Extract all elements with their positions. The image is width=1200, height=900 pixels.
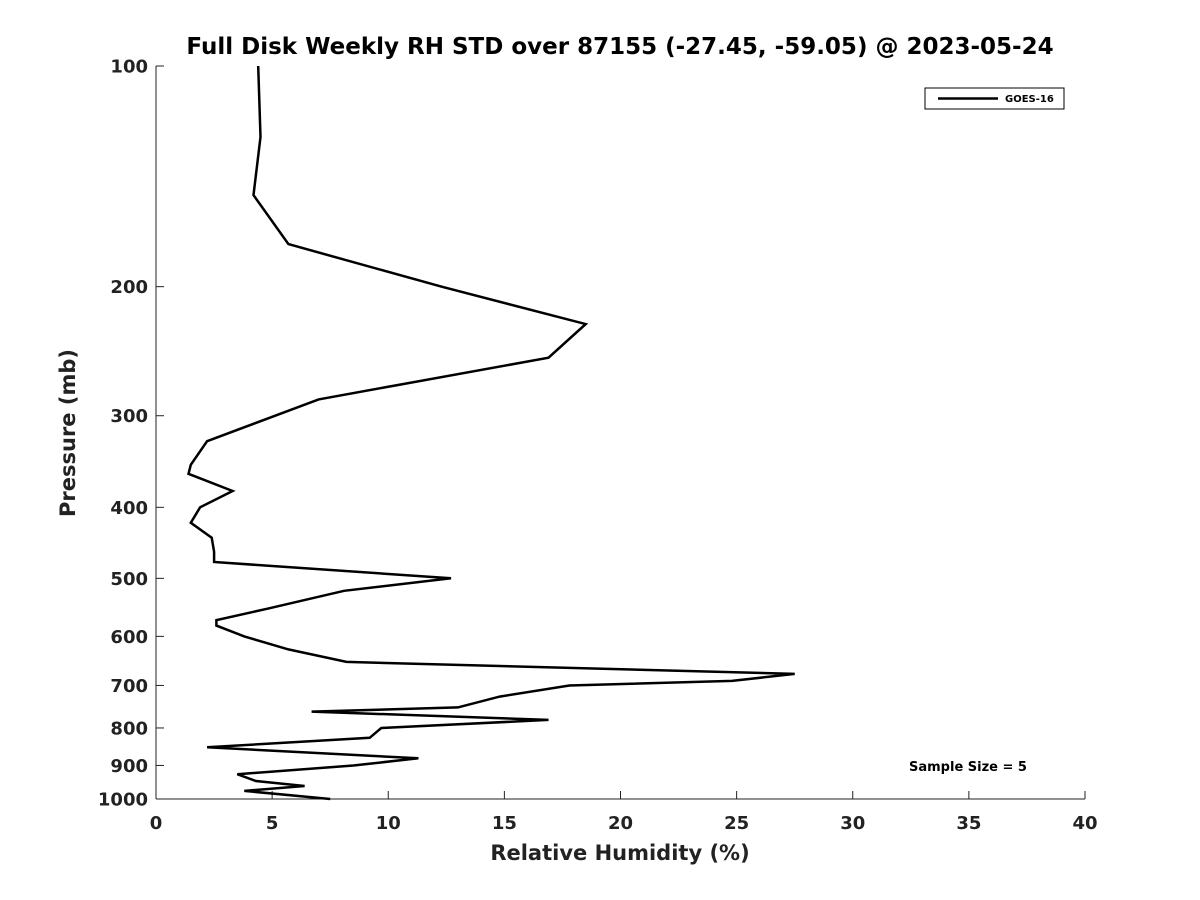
x-tick-label: 20	[608, 813, 633, 834]
x-tick-label: 0	[150, 813, 163, 834]
y-axis-ticks: 100 200 300 400 500 600 700 800 900 1000	[98, 57, 164, 811]
legend-label-goes16: GOES-16	[1005, 94, 1054, 105]
y-tick-label: 900	[110, 756, 148, 777]
y-tick-label: 100	[110, 57, 148, 78]
x-tick-label: 10	[376, 813, 401, 834]
chart-title: Full Disk Weekly RH STD over 87155 (-27.…	[186, 34, 1053, 60]
y-tick-label: 400	[110, 498, 148, 519]
series-line-goes16	[187, 65, 795, 801]
x-axis-ticks: 0 5 10 15 20 25 30 35 40	[150, 791, 1098, 834]
y-tick-label: 600	[110, 627, 148, 648]
sample-size-annotation: Sample Size = 5	[909, 760, 1027, 775]
y-axis-label: Pressure (mb)	[56, 349, 80, 517]
x-tick-label: 35	[956, 813, 981, 834]
x-tick-label: 5	[266, 813, 279, 834]
y-tick-label: 300	[110, 406, 148, 427]
y-tick-label: 700	[110, 676, 148, 697]
series-layer	[187, 65, 795, 801]
y-tick-label: 200	[110, 277, 148, 298]
y-tick-label: 500	[110, 569, 148, 590]
x-tick-label: 25	[724, 813, 749, 834]
y-tick-label: 800	[110, 718, 148, 739]
x-tick-label: 40	[1072, 813, 1097, 834]
x-tick-label: 15	[492, 813, 517, 834]
y-tick-label: 1000	[98, 790, 148, 811]
x-tick-label: 30	[840, 813, 865, 834]
x-axis-label: Relative Humidity (%)	[490, 841, 749, 865]
legend: GOES-16	[924, 87, 1065, 110]
